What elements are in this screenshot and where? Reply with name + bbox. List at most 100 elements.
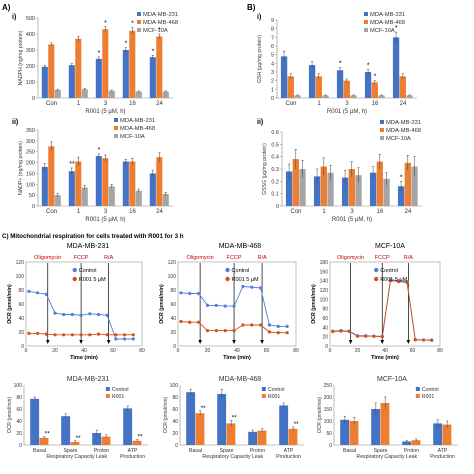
data-point <box>179 319 183 324</box>
bar <box>341 177 349 206</box>
y-tick-label: 40 <box>16 419 22 425</box>
significance-mark: * <box>400 174 403 181</box>
bar <box>102 29 109 99</box>
data-point <box>223 304 227 308</box>
x-tick-label: 20 <box>205 348 211 354</box>
x-tick-label: 60 <box>410 348 416 354</box>
x-tick-label: 16 <box>377 209 384 215</box>
injection-arrowhead <box>406 340 411 344</box>
data-point <box>250 323 254 327</box>
y-tick-label: 180 <box>320 260 329 266</box>
bar <box>75 38 82 98</box>
injection-arrowhead <box>198 340 202 344</box>
legend-marker <box>374 267 379 273</box>
y-tick-label: 100 <box>26 182 35 188</box>
injection-label: Oligomycin <box>337 255 364 261</box>
plot-frame <box>177 261 297 347</box>
bar <box>380 403 390 445</box>
data-point <box>214 303 218 307</box>
x-tick-label: ATP <box>128 448 138 454</box>
y-tick-label: 9 <box>271 18 274 24</box>
y-tick-label: 0.2 <box>271 179 279 185</box>
panel-b-ii-label: ii) <box>257 119 263 126</box>
legend-label: R001 <box>112 394 125 400</box>
legend-label: R001 5 μM <box>79 277 106 283</box>
injection-label: FCCP <box>74 255 89 261</box>
data-point <box>131 333 135 337</box>
legend-label: Control <box>232 268 250 274</box>
x-tick-label: 40 <box>81 348 87 354</box>
x-axis-label: Time (min) <box>70 355 98 361</box>
bar <box>186 392 196 445</box>
legend-marker <box>374 276 379 282</box>
y-tick-label: 100 <box>14 383 23 389</box>
data-point <box>339 329 343 333</box>
legend-swatch <box>261 387 266 391</box>
bar <box>355 175 362 206</box>
data-point <box>123 337 127 341</box>
data-point <box>205 303 210 307</box>
bar <box>404 162 411 206</box>
bar <box>68 171 75 206</box>
legend-label: MDA-MB-231 <box>143 12 178 18</box>
data-point <box>62 312 66 317</box>
y-tick-label: 0 <box>32 204 35 210</box>
bar <box>41 166 48 206</box>
legend-swatch <box>380 136 384 140</box>
bar <box>442 424 452 445</box>
injection-arrowhead <box>106 340 111 344</box>
data-point <box>214 329 218 333</box>
y-tick-label: 80 <box>16 395 22 401</box>
bar <box>315 76 322 98</box>
data-point <box>372 334 376 338</box>
x-tick-label: 16 <box>129 101 136 107</box>
y-axis-label: OCR (pmol/min) <box>159 284 165 324</box>
x-tick-label: 0 <box>329 348 332 354</box>
x-tick-label: 60 <box>264 348 270 354</box>
bar <box>75 161 82 206</box>
data-point <box>413 338 417 342</box>
y-tick-label: 0.6 <box>271 130 279 136</box>
legend-label: Control <box>79 268 97 274</box>
significance-mark: * <box>98 50 101 57</box>
y-axis-label: OCR (pmol/min) <box>317 397 323 433</box>
bar <box>294 95 301 98</box>
x-tick-label: 40 <box>382 348 388 354</box>
y-tick-label: 60 <box>18 302 24 308</box>
legend-swatch <box>261 394 266 398</box>
injection-label: FCCP <box>227 255 242 261</box>
bar <box>411 166 418 206</box>
panel-a-ii-label: ii) <box>12 119 18 126</box>
bar <box>433 423 443 445</box>
panel-a-i-label: i) <box>12 14 16 21</box>
legend-marker <box>72 276 77 282</box>
y-tick-label: 200 <box>26 161 35 167</box>
y-tick-label: 0.4 <box>271 155 279 161</box>
y-tick-label: 200 <box>26 64 35 70</box>
data-point <box>355 334 360 338</box>
bar <box>383 178 390 206</box>
y-tick-label: 0.1 <box>271 192 279 198</box>
data-point <box>232 329 236 333</box>
x-tick-label: Production <box>120 454 145 460</box>
bar <box>30 398 40 445</box>
bar <box>81 89 88 98</box>
y-tick-label: 20 <box>322 335 328 341</box>
y-tick-label: 40 <box>172 419 178 425</box>
bar <box>327 172 334 206</box>
bar <box>299 169 306 206</box>
data-point <box>114 337 118 341</box>
bar <box>397 186 405 206</box>
x-tick-label: Leak <box>406 454 418 460</box>
y-tick-label: 0 <box>329 443 332 449</box>
bar <box>135 91 142 98</box>
x-axis-label: R001 (5 μM, h) <box>332 217 372 223</box>
significance-mark: ** <box>294 421 300 428</box>
data-point <box>241 284 245 289</box>
data-point <box>53 311 57 315</box>
legend-swatch <box>415 394 420 398</box>
y-tick-label: 40 <box>322 325 328 331</box>
bar <box>399 76 406 98</box>
y-tick-label: 40 <box>170 316 176 322</box>
x-tick-label: 80 <box>437 348 443 354</box>
